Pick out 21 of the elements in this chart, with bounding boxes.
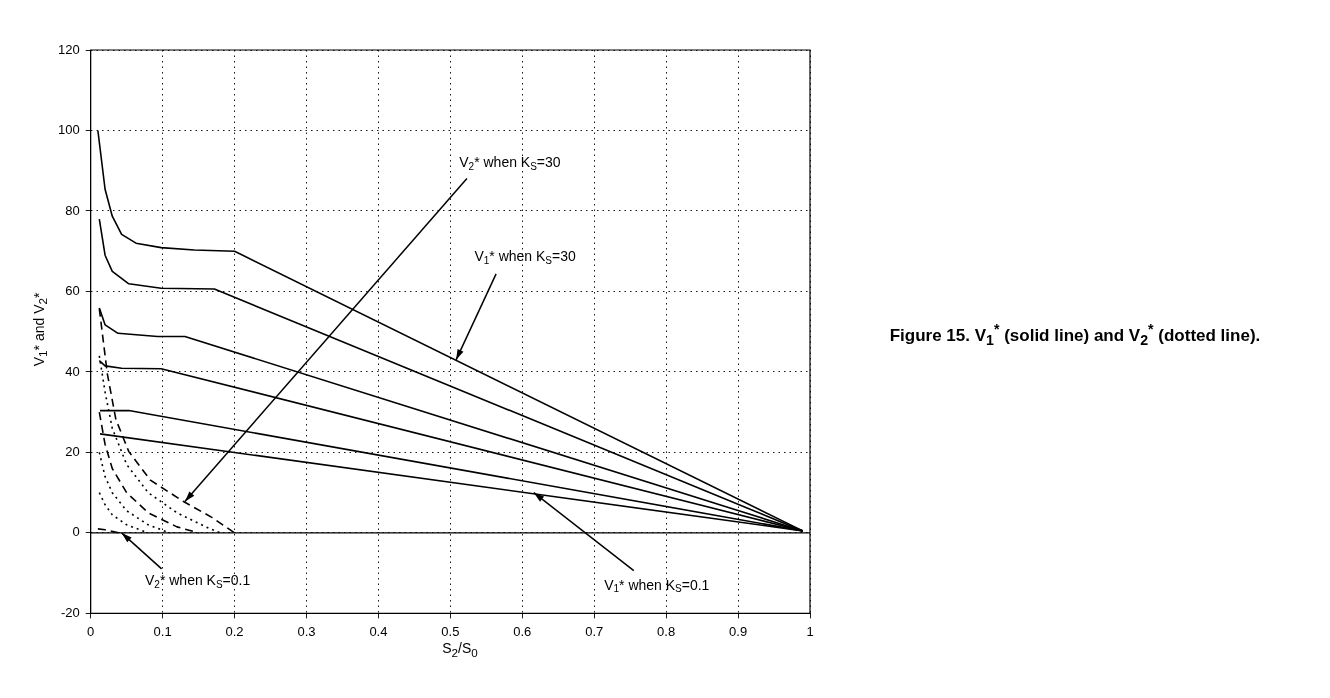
x-tick-label: 0.5: [441, 623, 460, 639]
x-tick-label: 0.2: [225, 623, 244, 639]
x-tick-label: 0: [87, 623, 95, 639]
text: Figure 15. V$_{1}$$^{*}$ (solid line) and V$_{2}$$^{*}$ (dotted line).: [888, 320, 1262, 351]
x-tick-label: 0.4: [369, 623, 388, 639]
x-tick-label: 0.6: [513, 623, 532, 639]
y-tick-label: -20: [60, 604, 80, 620]
x-tick-label: 0.8: [657, 623, 676, 639]
x-tick-label: 0.7: [585, 623, 604, 639]
y-tick-label: 80: [65, 202, 80, 218]
x-tick-label: 0.1: [153, 623, 172, 639]
x-tick-label: 0.9: [729, 623, 748, 639]
y-tick-label: 20: [65, 444, 80, 460]
y-tick-label: 40: [65, 363, 80, 379]
x-tick-label: 0.3: [297, 623, 316, 639]
x-tick-label: 1: [806, 623, 814, 639]
y-tick-label: 0: [72, 524, 80, 540]
y-tick-label: 100: [57, 122, 80, 138]
y-tick-label: 60: [65, 283, 80, 299]
y-tick-label: 120: [57, 41, 80, 57]
x-axis-title: S$_{2}$/S$_{0}$: [441, 640, 479, 659]
